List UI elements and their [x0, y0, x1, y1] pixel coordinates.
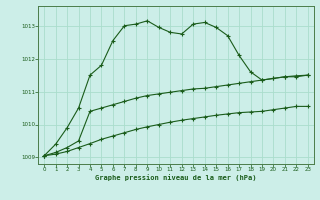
X-axis label: Graphe pression niveau de la mer (hPa): Graphe pression niveau de la mer (hPa) [95, 174, 257, 181]
